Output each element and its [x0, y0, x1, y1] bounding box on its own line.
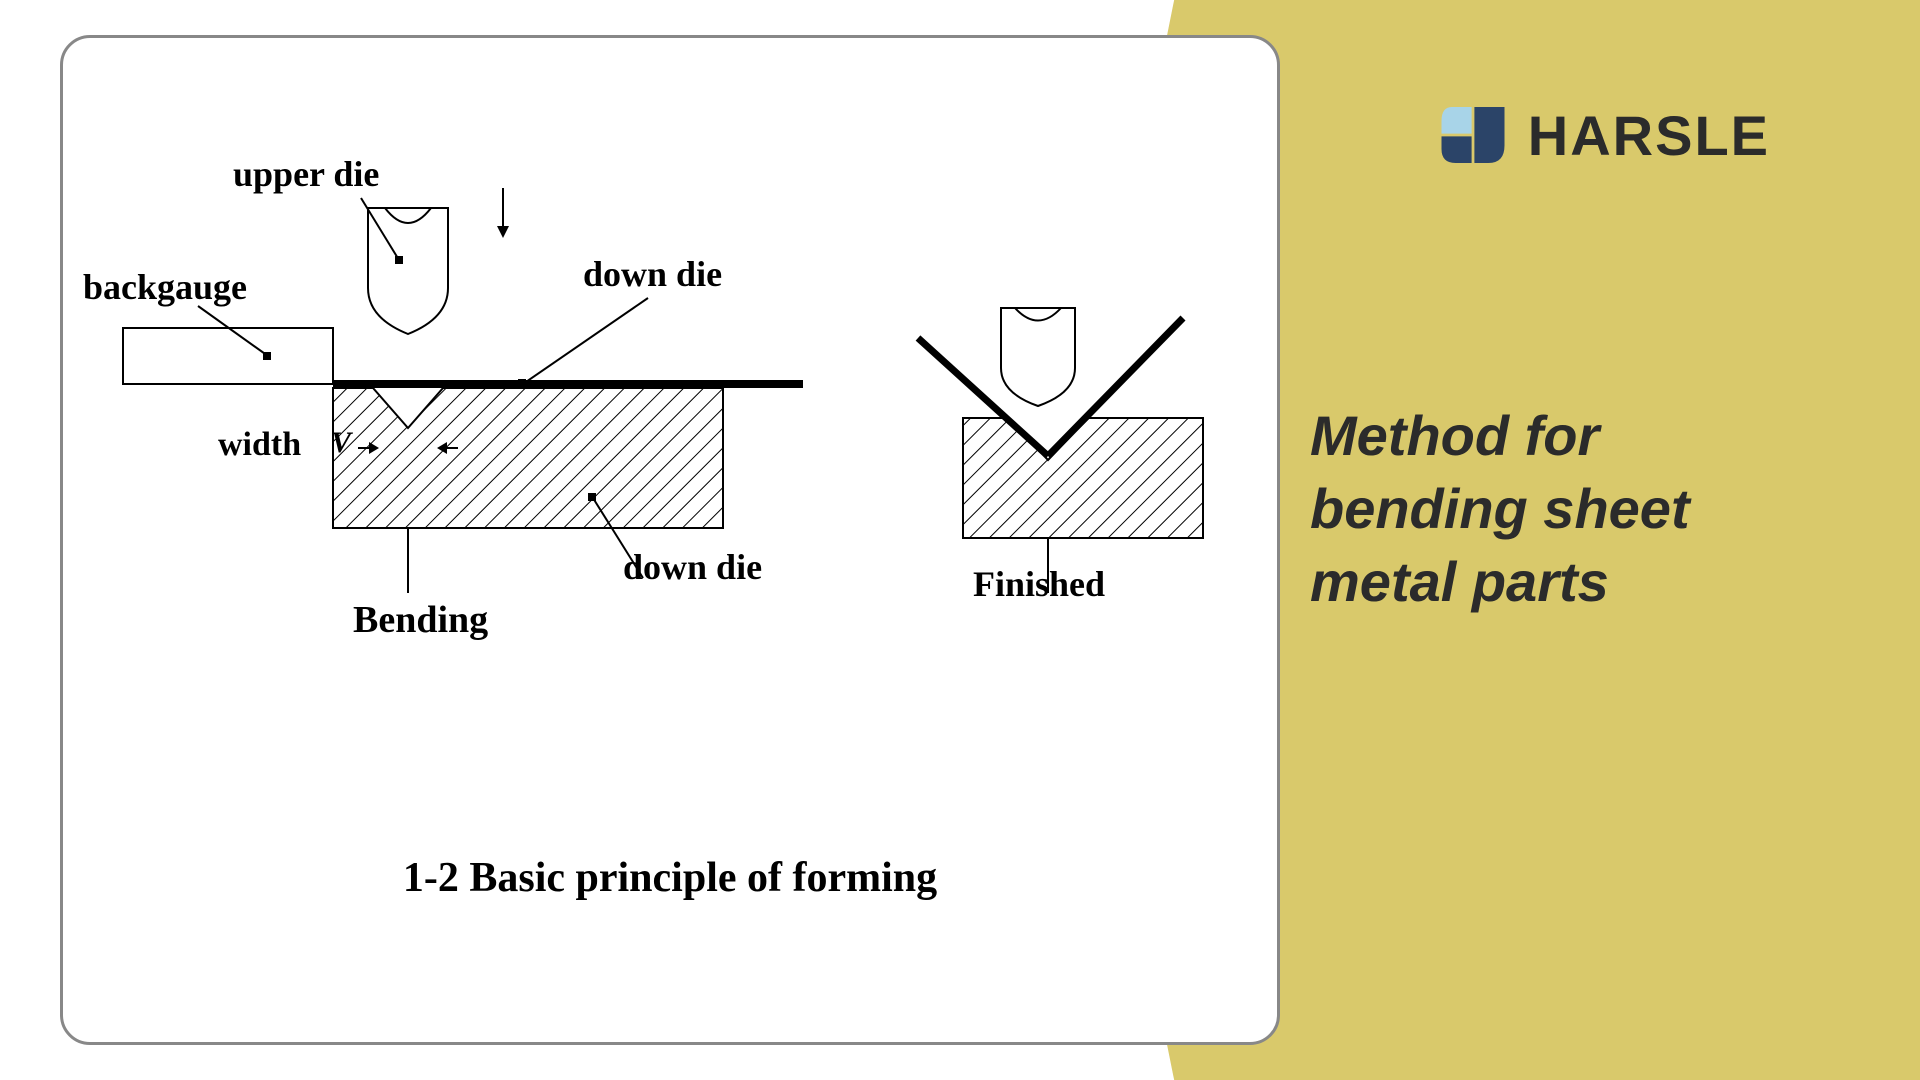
harsle-logo-icon: [1438, 100, 1508, 170]
label-down-die-bottom: down die: [623, 546, 762, 588]
label-upper-die: upper die: [233, 153, 379, 195]
diagram-content: upper die backgauge down die width V dow…: [63, 38, 1277, 1042]
brand-logo: HARSLE: [1438, 100, 1770, 170]
label-finished: Finished: [973, 563, 1105, 605]
brand-name: HARSLE: [1528, 103, 1770, 168]
label-down-die-top: down die: [583, 253, 722, 295]
label-backgauge: backgauge: [83, 266, 247, 308]
page-title: Method for bending sheet metal parts: [1310, 400, 1830, 618]
label-width-symbol: V: [331, 426, 351, 460]
label-bending: Bending: [353, 598, 488, 642]
diagram-frame: upper die backgauge down die width V dow…: [60, 35, 1280, 1045]
label-width: width: [218, 426, 301, 464]
diagram-caption: 1-2 Basic principle of forming: [63, 854, 1277, 902]
